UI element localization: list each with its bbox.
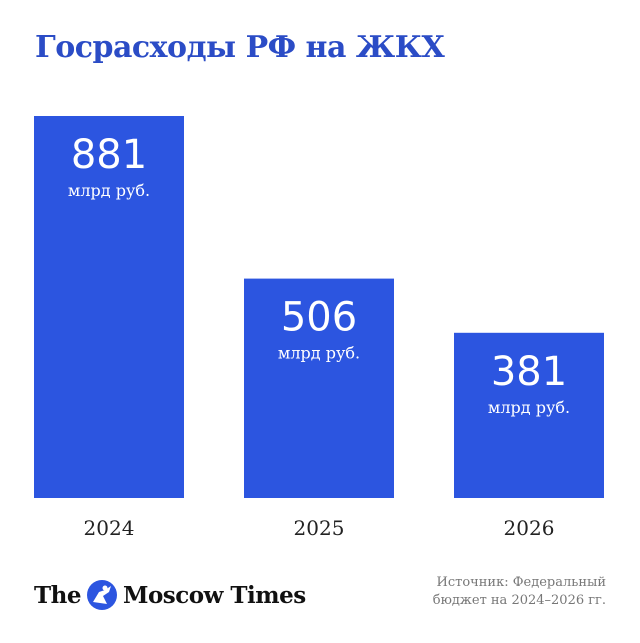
x-tick-label-2026: 2026 [504,516,555,540]
bar-unit-2025: млрд руб. [278,344,360,363]
moscow-times-logo: The Moscow Times [34,578,306,612]
bar-2024 [34,116,184,498]
chart-title: Госрасходы РФ на ЖКХ [35,30,445,65]
bar-value-2024: 881 [71,132,147,178]
bar-chart: 881 млрд руб. 2024 506 млрд руб. 2025 381 млрд … [34,116,604,540]
st-george-icon [86,580,117,610]
logo-text-moscow-times: Moscow Times [122,581,306,609]
x-tick-label-2025: 2025 [294,516,345,540]
bar-2025 [244,278,394,498]
bar-unit-2024: млрд руб. [68,181,150,200]
bar-value-2025: 506 [281,295,357,341]
x-tick-label-2024: 2024 [84,516,135,540]
bar-2026 [454,332,604,498]
source-line-1: Источник: Федеральный [436,575,606,590]
bar-unit-2026: млрд руб. [488,398,570,417]
source-note: Источник: Федеральный бюджет на 2024–202… [386,574,606,610]
logo-text-the: The [34,581,81,609]
source-line-2: бюджет на 2024–2026 гг. [432,593,606,608]
bar-value-2026: 381 [491,349,567,395]
